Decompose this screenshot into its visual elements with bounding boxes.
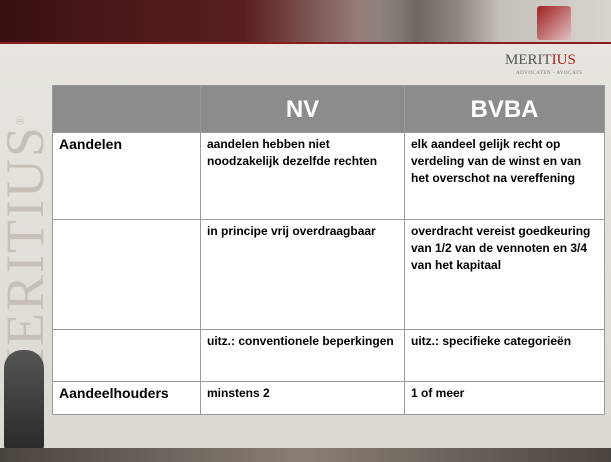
table-cell: BVBA — [404, 85, 605, 133]
table-cell: 1 of meer — [404, 381, 605, 415]
table-row: uitz.: conventionele beperkingen uitz.: s… — [52, 329, 605, 382]
comparison-table: NV BVBA Aandelen aandelen hebben niet noodz… — [52, 85, 605, 415]
logo-tagline: ADVOCATEN - AVOCATS — [516, 71, 583, 76]
table-row: NV BVBA — [52, 85, 605, 133]
watermark-mark: ® — [13, 113, 27, 125]
header-photo — [360, 0, 500, 42]
table-cell: Aandelen — [52, 132, 201, 220]
top-bar — [0, 0, 611, 42]
table-cell: NV — [200, 85, 405, 133]
logo-name: MERITIUS — [505, 52, 576, 69]
table-cell: minstens 2 — [200, 381, 405, 415]
bottom-bar — [0, 448, 611, 462]
table-row: in principe vrij overdraagbaar overdracht… — [52, 219, 605, 330]
table-cell — [52, 219, 201, 330]
table-cell: Aandeelhouders — [52, 381, 201, 415]
table-cell — [52, 329, 201, 382]
table-row: Aandelen aandelen hebben niet noodzakelij… — [52, 132, 605, 220]
table-cell: aandelen hebben niet noodzakelijk dezelf… — [200, 132, 405, 220]
table-cell: overdracht vereist goedkeuring van 1/2 v… — [404, 219, 605, 330]
divider — [0, 42, 611, 44]
logo-icon — [537, 6, 571, 40]
table-cell — [52, 85, 201, 133]
table-cell: in principe vrij overdraagbaar — [200, 219, 405, 330]
table-cell: uitz.: conventionele beperkingen — [200, 329, 405, 382]
logo-main: MERIT — [505, 52, 552, 68]
person-figure — [4, 350, 44, 450]
table-cell: uitz.: specifieke categorieën — [404, 329, 605, 382]
logo-accent: IUS — [551, 52, 576, 68]
table-cell: elk aandeel gelijk recht op verdeling va… — [404, 132, 605, 220]
